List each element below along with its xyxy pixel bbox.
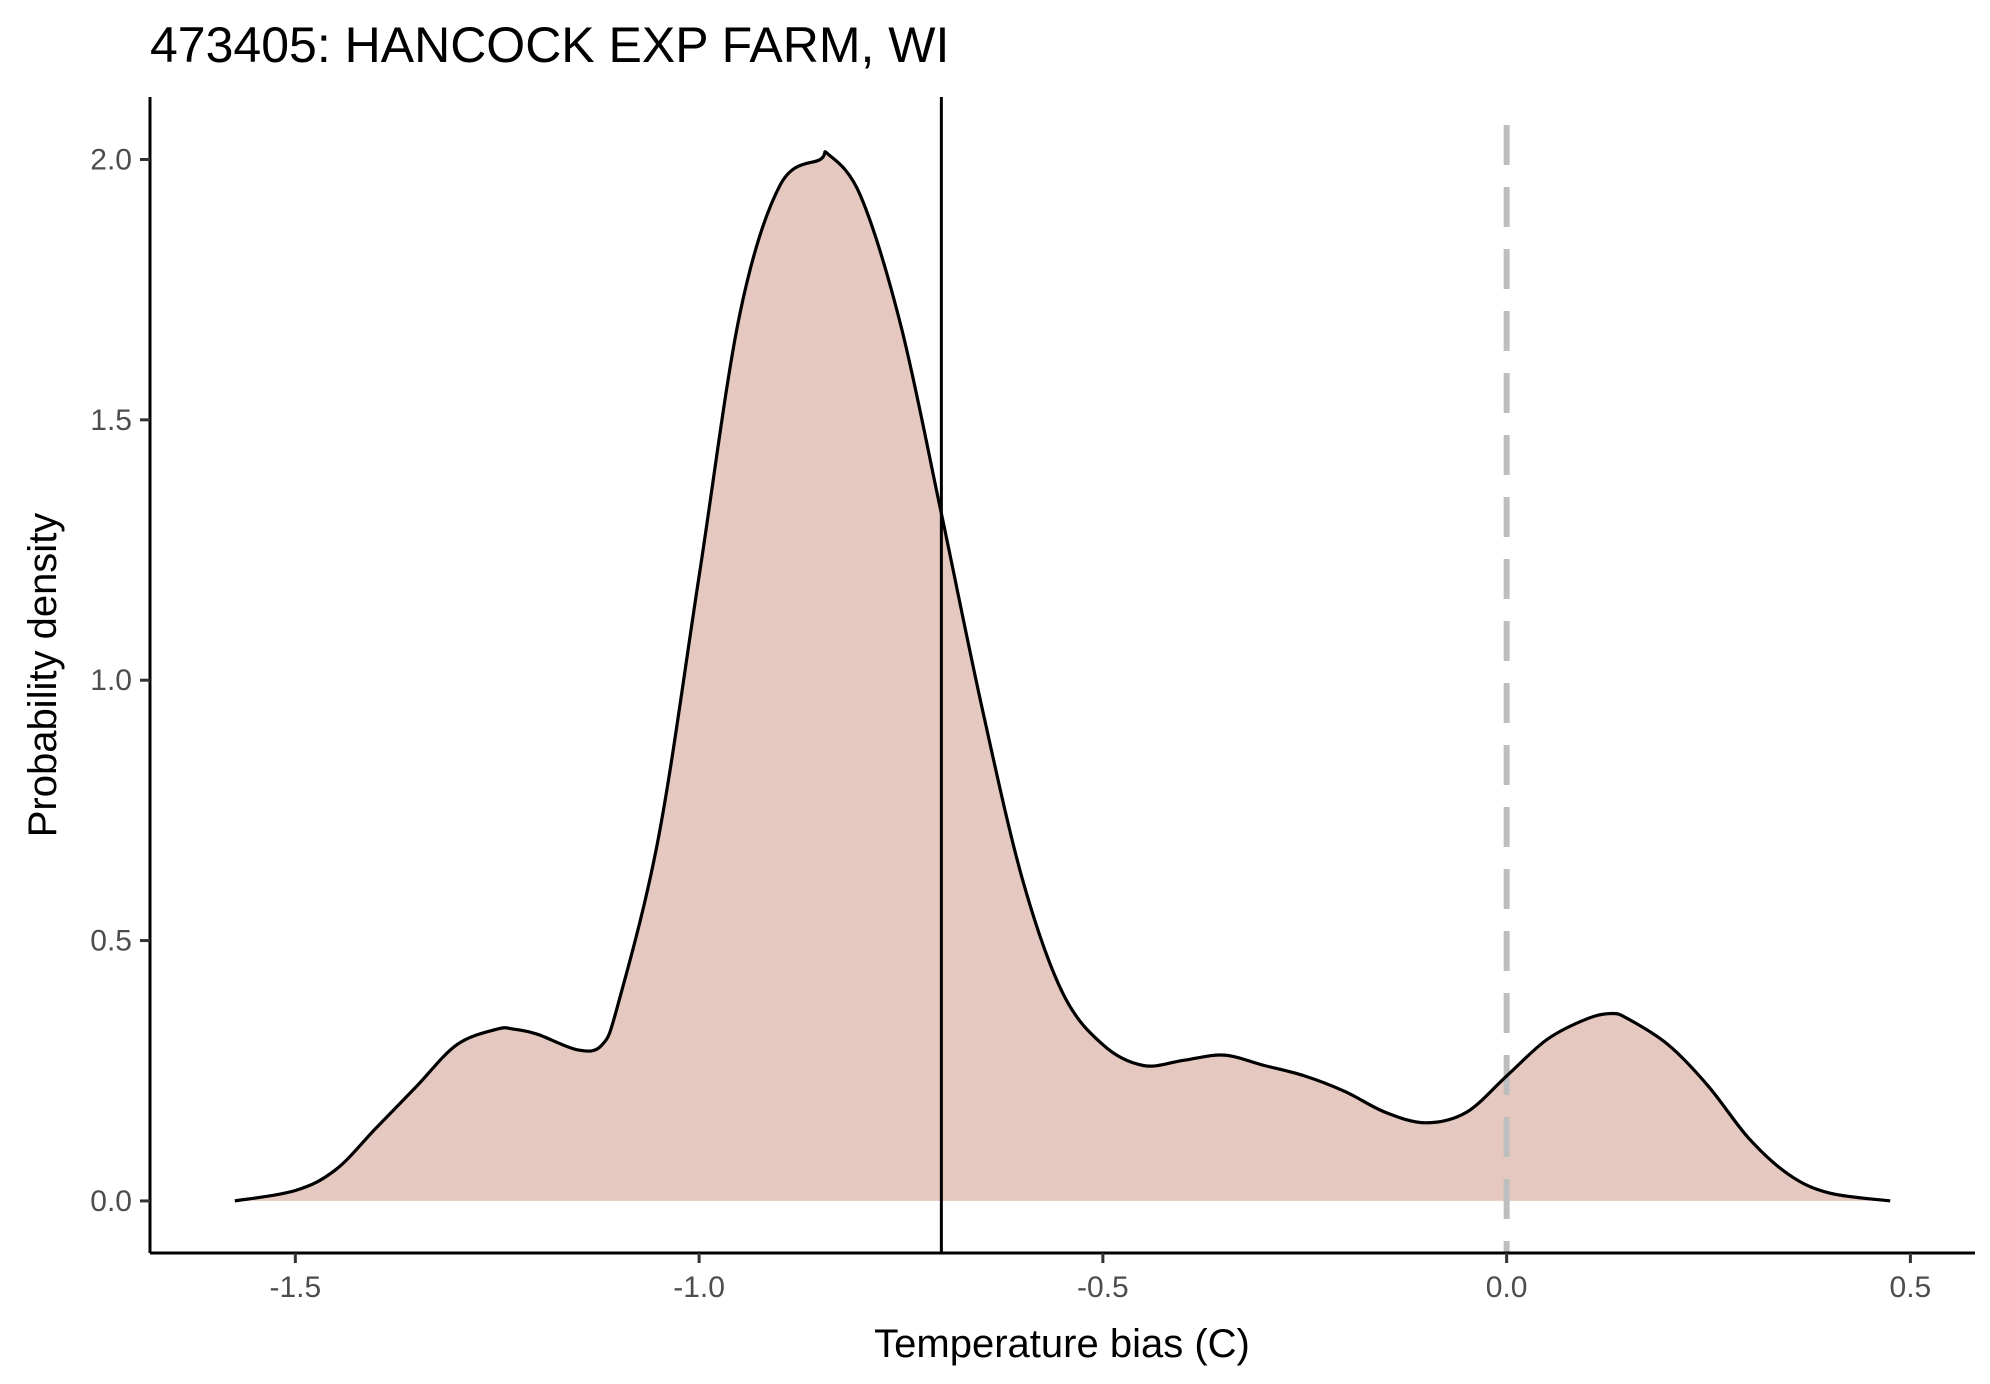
y-axis-ticks: 0.0 0.5 1.0 1.5 2.0: [90, 143, 150, 1218]
x-tick-label: -0.5: [1077, 1271, 1129, 1304]
y-tick-label: 1.0: [90, 664, 132, 697]
x-tick-label: 0.0: [1486, 1271, 1528, 1304]
x-tick-label: -1.0: [673, 1271, 725, 1304]
x-axis-ticks: -1.5 -1.0 -0.5 0.0 0.5: [270, 1253, 1932, 1304]
y-tick-label: 0.5: [90, 925, 132, 958]
density-area: [234, 151, 1891, 1201]
x-axis-title: Temperature bias (C): [874, 1322, 1250, 1366]
density-curve: [234, 150, 1891, 1203]
x-tick-label: -1.5: [270, 1271, 322, 1304]
x-tick-label: 0.5: [1890, 1271, 1932, 1304]
y-axis-title: Probability density: [21, 513, 65, 838]
y-tick-label: 2.0: [90, 143, 132, 176]
chart-title: 473405: HANCOCK EXP FARM, WI: [150, 17, 949, 73]
plot-area: [234, 97, 1891, 1253]
y-tick-label: 0.0: [90, 1185, 132, 1218]
y-tick-label: 1.5: [90, 404, 132, 437]
